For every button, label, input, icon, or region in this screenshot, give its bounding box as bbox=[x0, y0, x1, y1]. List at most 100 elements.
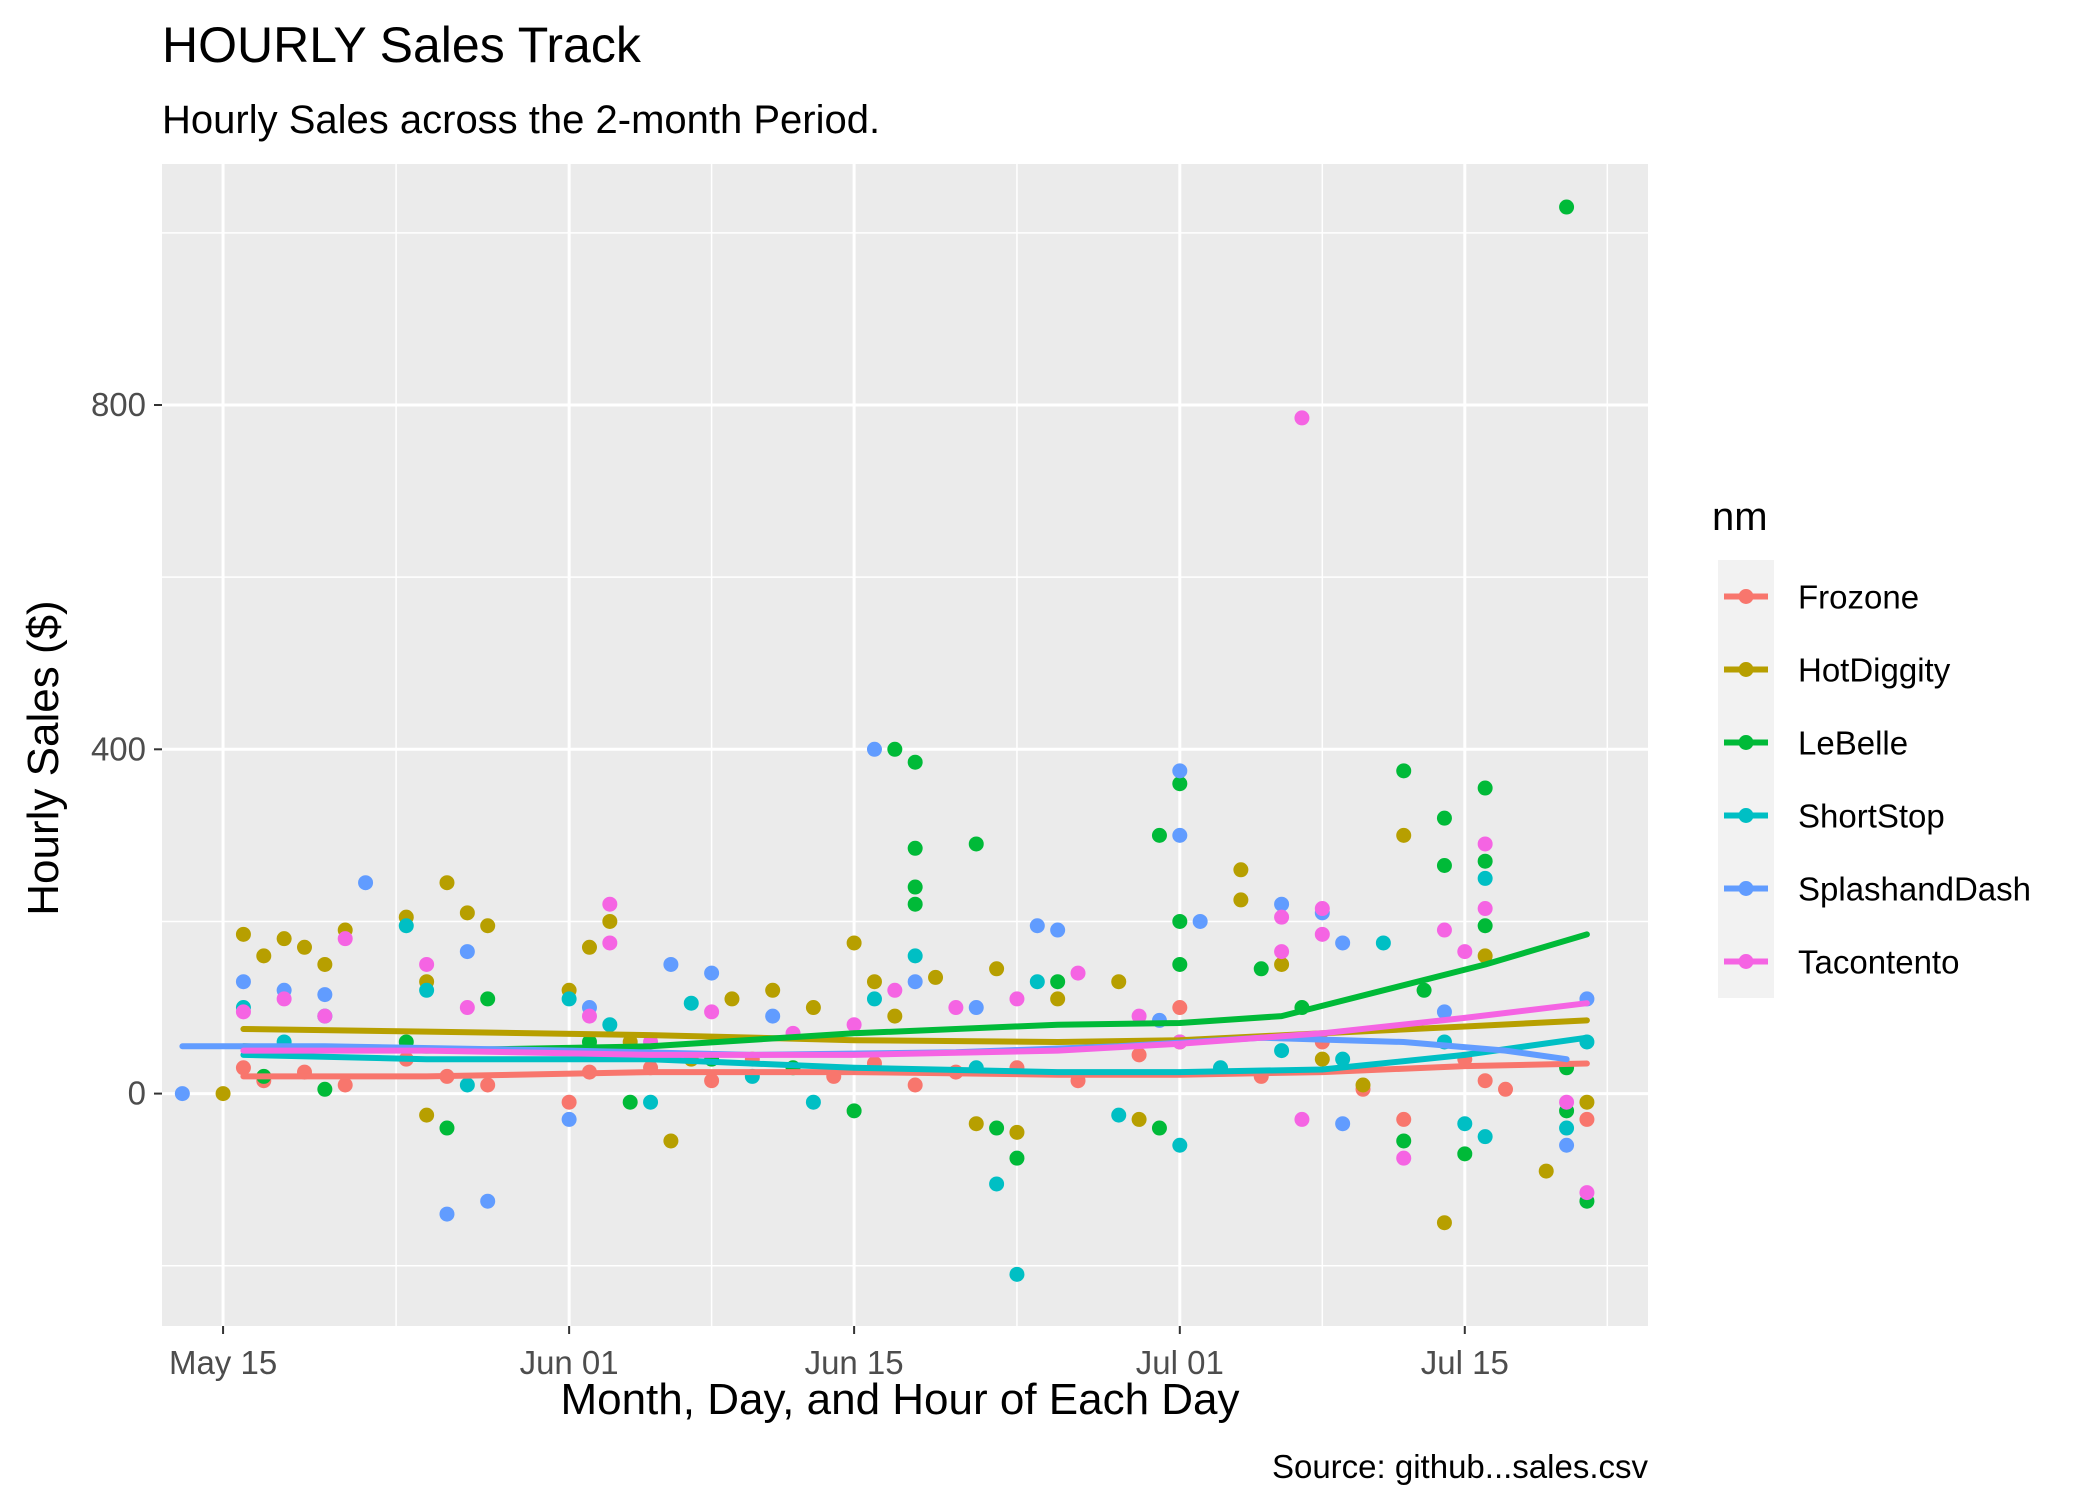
legend-key-point bbox=[1738, 808, 1754, 823]
data-point bbox=[439, 1120, 455, 1136]
data-point bbox=[1375, 935, 1391, 951]
data-point bbox=[459, 1077, 475, 1093]
data-point bbox=[1355, 1077, 1371, 1093]
data-point bbox=[439, 875, 455, 891]
data-point bbox=[1294, 1111, 1310, 1127]
data-point bbox=[866, 974, 882, 990]
trend-line-shortstop bbox=[240, 1034, 1590, 1076]
data-point bbox=[907, 948, 923, 964]
plot-panel bbox=[162, 164, 1648, 1326]
data-point bbox=[1131, 1008, 1147, 1024]
data-point bbox=[907, 974, 923, 990]
data-point bbox=[480, 991, 496, 1007]
legend-label: LeBelle bbox=[1798, 725, 1908, 762]
data-point bbox=[1477, 901, 1493, 917]
data-point bbox=[317, 1008, 333, 1024]
data-point bbox=[1314, 1051, 1330, 1067]
data-point bbox=[1477, 836, 1493, 852]
data-point bbox=[907, 896, 923, 912]
x-tick-label: Jun 15 bbox=[805, 1344, 904, 1381]
data-point bbox=[561, 1111, 577, 1127]
data-point bbox=[317, 956, 333, 972]
data-point bbox=[928, 969, 944, 985]
legend-label: Tacontento bbox=[1798, 944, 1959, 981]
data-point bbox=[1436, 810, 1452, 826]
data-point bbox=[866, 991, 882, 1007]
data-point bbox=[561, 1094, 577, 1110]
data-point bbox=[602, 896, 618, 912]
legend-key-point bbox=[1738, 735, 1754, 750]
data-point bbox=[1436, 1004, 1452, 1020]
data-point bbox=[1192, 913, 1208, 929]
legend-label: HotDiggity bbox=[1798, 652, 1951, 689]
data-point bbox=[337, 1077, 353, 1093]
x-axis: May 15 Jun 01 Jun 15 Jul 01 Jul 15 bbox=[169, 1326, 1509, 1381]
data-point bbox=[398, 918, 414, 934]
data-point bbox=[989, 961, 1005, 977]
data-point bbox=[704, 1004, 720, 1020]
data-point bbox=[480, 1077, 496, 1093]
data-point bbox=[1436, 922, 1452, 938]
data-point bbox=[1009, 1150, 1025, 1166]
data-point bbox=[1172, 776, 1188, 792]
data-point bbox=[1050, 991, 1066, 1007]
data-point bbox=[1396, 827, 1412, 843]
data-point bbox=[663, 956, 679, 972]
data-point bbox=[419, 1107, 435, 1123]
data-point bbox=[317, 1081, 333, 1097]
data-point bbox=[480, 1193, 496, 1209]
data-point bbox=[887, 982, 903, 998]
data-point bbox=[602, 935, 618, 951]
data-point bbox=[561, 991, 577, 1007]
data-point bbox=[1559, 1120, 1575, 1136]
data-point bbox=[968, 1116, 984, 1132]
data-point bbox=[1436, 1215, 1452, 1231]
data-point bbox=[989, 1120, 1005, 1136]
data-point bbox=[1131, 1111, 1147, 1127]
data-point bbox=[704, 1073, 720, 1089]
data-point bbox=[1559, 199, 1575, 215]
data-point bbox=[846, 935, 862, 951]
data-point bbox=[1172, 827, 1188, 843]
data-point bbox=[887, 741, 903, 757]
data-point bbox=[968, 1000, 984, 1016]
chart-subtitle: Hourly Sales across the 2-month Period. bbox=[162, 98, 880, 142]
y-tick-label: 400 bbox=[91, 730, 146, 767]
legend-label: SplashandDash bbox=[1798, 871, 2031, 908]
data-point bbox=[1274, 956, 1290, 972]
data-point bbox=[1396, 1150, 1412, 1166]
data-point bbox=[1172, 763, 1188, 779]
data-point bbox=[704, 965, 720, 981]
data-point bbox=[1111, 974, 1127, 990]
data-point bbox=[1050, 974, 1066, 990]
data-point bbox=[1477, 918, 1493, 934]
data-point bbox=[1559, 1137, 1575, 1153]
data-point bbox=[1172, 1137, 1188, 1153]
data-point bbox=[622, 1094, 638, 1110]
data-point bbox=[805, 1000, 821, 1016]
panel-background bbox=[162, 164, 1648, 1326]
data-point bbox=[1457, 1146, 1473, 1162]
data-point bbox=[1457, 944, 1473, 960]
legend-label: Frozone bbox=[1798, 579, 1919, 616]
data-point bbox=[1233, 862, 1249, 878]
x-tick-label: Jun 01 bbox=[520, 1344, 619, 1381]
data-point bbox=[276, 991, 292, 1007]
data-point bbox=[1314, 901, 1330, 917]
data-point bbox=[724, 991, 740, 1007]
data-point bbox=[1131, 1047, 1147, 1063]
data-point bbox=[907, 1077, 923, 1093]
data-point bbox=[459, 905, 475, 921]
data-point bbox=[1151, 1120, 1167, 1136]
legend-title: nm bbox=[1712, 495, 1768, 539]
data-point bbox=[1579, 1094, 1595, 1110]
data-point bbox=[1029, 918, 1045, 934]
x-axis-title: Month, Day, and Hour of Each Day bbox=[560, 1375, 1239, 1424]
data-point bbox=[1274, 944, 1290, 960]
data-point bbox=[907, 879, 923, 895]
data-point bbox=[174, 1086, 190, 1102]
data-point bbox=[419, 956, 435, 972]
data-point bbox=[1477, 1073, 1493, 1089]
data-point bbox=[1477, 870, 1493, 886]
data-point bbox=[215, 1086, 231, 1102]
